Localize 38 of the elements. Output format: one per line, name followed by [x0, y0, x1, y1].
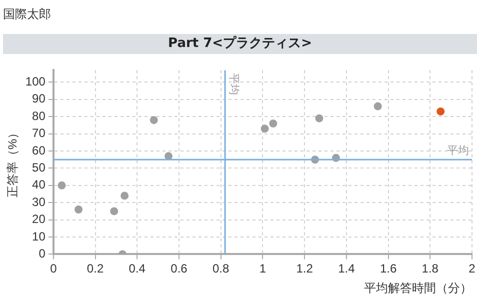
- y-tick-label: 60: [32, 143, 46, 158]
- point: [120, 192, 129, 200]
- text: 国際太郎: [3, 6, 51, 23]
- point: [269, 120, 278, 128]
- y-tick-label: 20: [32, 212, 46, 226]
- x-tick-label: 1: [259, 262, 266, 276]
- y-tick-label: 80: [32, 108, 46, 123]
- point: [260, 124, 269, 133]
- ref-line-label: 平均: [447, 144, 469, 157]
- x-tick-label: 1.6: [380, 262, 397, 276]
- point: [74, 205, 83, 214]
- y-tick-label: 50: [32, 160, 46, 175]
- point: [374, 102, 382, 110]
- y-axis-title: 正答率（%）: [6, 126, 20, 198]
- x-tick-label: 1.4: [338, 262, 356, 276]
- point: [110, 207, 118, 216]
- x-tick-label: 1.8: [422, 262, 439, 276]
- y-tick-label: 30: [32, 194, 46, 209]
- y-tick-label: 70: [32, 126, 46, 140]
- point: [315, 114, 324, 122]
- x-tick-label: 2: [468, 262, 476, 276]
- x-tick-label: 0: [50, 262, 58, 276]
- x-tick-label: 0.2: [86, 262, 104, 276]
- x-tick-label: 0.6: [170, 262, 188, 276]
- ref-line-label: 平均: [228, 73, 241, 96]
- x-tick-label: 0.4: [128, 262, 146, 276]
- point: [58, 181, 66, 190]
- point: [150, 116, 158, 124]
- point: [436, 107, 445, 116]
- x-axis-title: 平均解答時間（分）: [364, 281, 472, 296]
- y-tick-label: 0: [38, 246, 46, 261]
- y-tick-label: 40: [32, 178, 46, 192]
- chart-title: Part 7<プラクティス>: [3, 34, 477, 54]
- y-tick-label: 10: [32, 229, 46, 244]
- y-tick-label: 90: [32, 92, 46, 106]
- x-tick-label: 0.8: [212, 262, 230, 276]
- y-tick-label: 100: [25, 74, 46, 89]
- x-tick-label: 1.2: [296, 262, 314, 276]
